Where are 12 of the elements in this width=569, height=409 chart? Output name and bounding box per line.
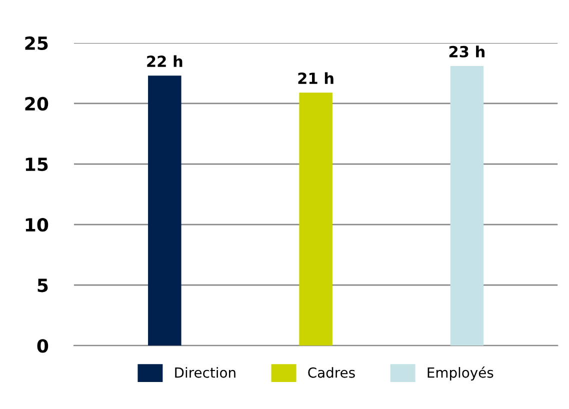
y-tick-label: 5 [38, 278, 48, 292]
data-label: 22 h [147, 55, 182, 67]
data-label: 21 h [298, 72, 334, 84]
legend-label: Direction [175, 367, 236, 378]
data-label: 23 h [449, 46, 484, 58]
y-tick-label: 0 [37, 339, 48, 353]
y-tick-label: 25 [25, 36, 48, 50]
y-tick-label: 20 [25, 96, 48, 111]
legend-label: Cadres [308, 367, 355, 378]
legend-label: Employés [428, 366, 494, 381]
y-tick-label: 10 [26, 218, 48, 232]
y-tick-label: 15 [26, 158, 48, 172]
